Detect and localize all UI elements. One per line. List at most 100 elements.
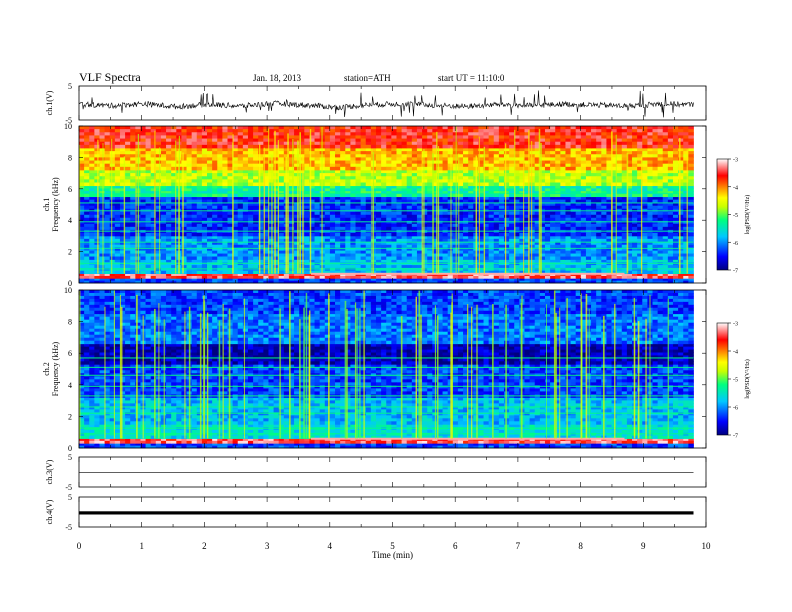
spectrogram-cell [84,199,90,204]
spectrogram-cell [227,241,234,246]
spectrogram-cell [201,217,208,222]
spectrogram-cell [191,270,198,274]
spectrogram-cell [626,250,633,254]
spectrogram-cell [196,191,203,195]
spectrogram-cell [140,275,146,279]
spectrogram-cell [463,185,469,189]
spectrogram-cell [299,278,305,282]
spectrogram-cell [534,278,541,282]
spectrogram-cell [324,259,331,263]
spectrogram-cell [514,273,520,277]
spectrogram-cell [519,270,525,274]
spectrogram-cell [442,238,449,243]
spectrogram-cell [550,214,556,219]
spectrogram-cell [596,169,602,174]
spectrogram-cell [514,235,520,240]
spectrogram-cell [360,232,367,237]
spectrogram-cell [299,205,305,210]
spectrogram-cell [314,223,321,228]
spectrogram-cell [145,185,152,189]
spectrogram-cell [237,238,244,243]
spectrogram-cell [309,220,315,225]
spectrogram-cell [125,270,131,274]
spectrogram-cell [442,280,449,284]
spectrogram-cell [130,238,136,243]
spectrogram-cell [99,169,105,174]
spectrogram-cell [683,265,689,269]
spectrogram-cell [406,256,413,260]
spectrogram-cell [258,169,264,174]
spectrogram-cell [493,191,500,195]
spectrogram-cell [335,202,341,207]
spectrogram-cell [212,211,218,216]
spectrogram-cell [207,191,213,195]
spectrogram-cell [171,211,177,216]
spectrogram-cell [386,226,392,231]
spectrogram-cell [345,267,351,272]
spectrogram-cell [657,280,664,284]
spectrogram-cell [201,211,208,216]
spectrogram-cell [478,176,484,180]
spectrogram-cell [667,270,674,274]
spectrogram-cell [580,280,587,284]
spectrogram-cell [232,182,239,187]
spectrogram-cell [150,220,157,225]
spectrogram-cell [288,270,295,274]
spectrogram-cell [273,147,280,152]
spectrogram-cell [104,265,111,269]
spectrogram-cell [544,214,551,219]
spectrogram-cell [150,169,157,174]
spectrogram-cell [411,151,418,155]
spectrogram-cell [186,199,193,204]
spectrogram-cell [79,244,85,249]
spectrogram-cell [406,214,413,219]
spectrogram-cell [181,238,187,243]
spectrogram-cell [396,256,402,260]
spectrogram-cell [350,280,356,284]
spectrogram-cell [335,247,341,252]
spectrogram-cell [119,191,126,195]
spectrogram-cell [447,185,454,189]
spectrogram-cell [79,179,85,183]
spectrogram-cell [606,173,612,177]
spectrogram-cell [258,154,264,158]
spectrogram-cell [160,267,167,272]
spectrogram-cell [478,259,484,263]
spectrogram-cell [186,205,193,210]
spectrogram-cell [232,211,239,216]
spectrogram-cell [411,235,418,240]
spectrogram-cell [596,270,602,274]
spectrogram-cell [524,265,530,269]
spectrogram-cell [652,273,659,277]
spectrogram-cell [114,238,121,243]
spectrogram-cell [422,147,428,152]
spectrogram-cell [386,217,392,222]
spectrogram-cell [457,220,464,225]
spectrogram-cell [406,232,413,237]
spectrogram-cell [529,169,536,174]
spectrogram-cell [288,235,295,240]
spectrogram-cell [657,267,664,272]
spectrogram-cell [606,270,612,274]
spectrogram-cell [468,275,474,279]
spectrogram-cell [381,244,387,249]
spectrogram-cell [268,191,274,195]
spectrogram-cell [606,244,612,249]
spectrogram-cell [585,241,592,246]
spectrogram-cell [575,256,582,260]
spectrogram-cell [463,220,469,225]
spectrogram-cell [212,217,218,222]
spectrogram-cell [642,259,648,263]
spectrogram-cell [611,214,618,219]
spectrogram-cell [672,267,679,272]
spectrogram-cell [130,244,136,249]
spectrogram-cell [401,270,408,274]
spectrogram-cell [504,259,510,263]
spectrogram-cell [442,147,449,152]
spectrogram-cell [493,270,500,274]
spectrogram-cell [411,250,418,254]
spectrogram-cell [411,205,418,210]
spectrogram-cell [575,244,582,249]
spectrogram-cell [688,235,694,240]
spectrogram-cell [268,235,274,240]
